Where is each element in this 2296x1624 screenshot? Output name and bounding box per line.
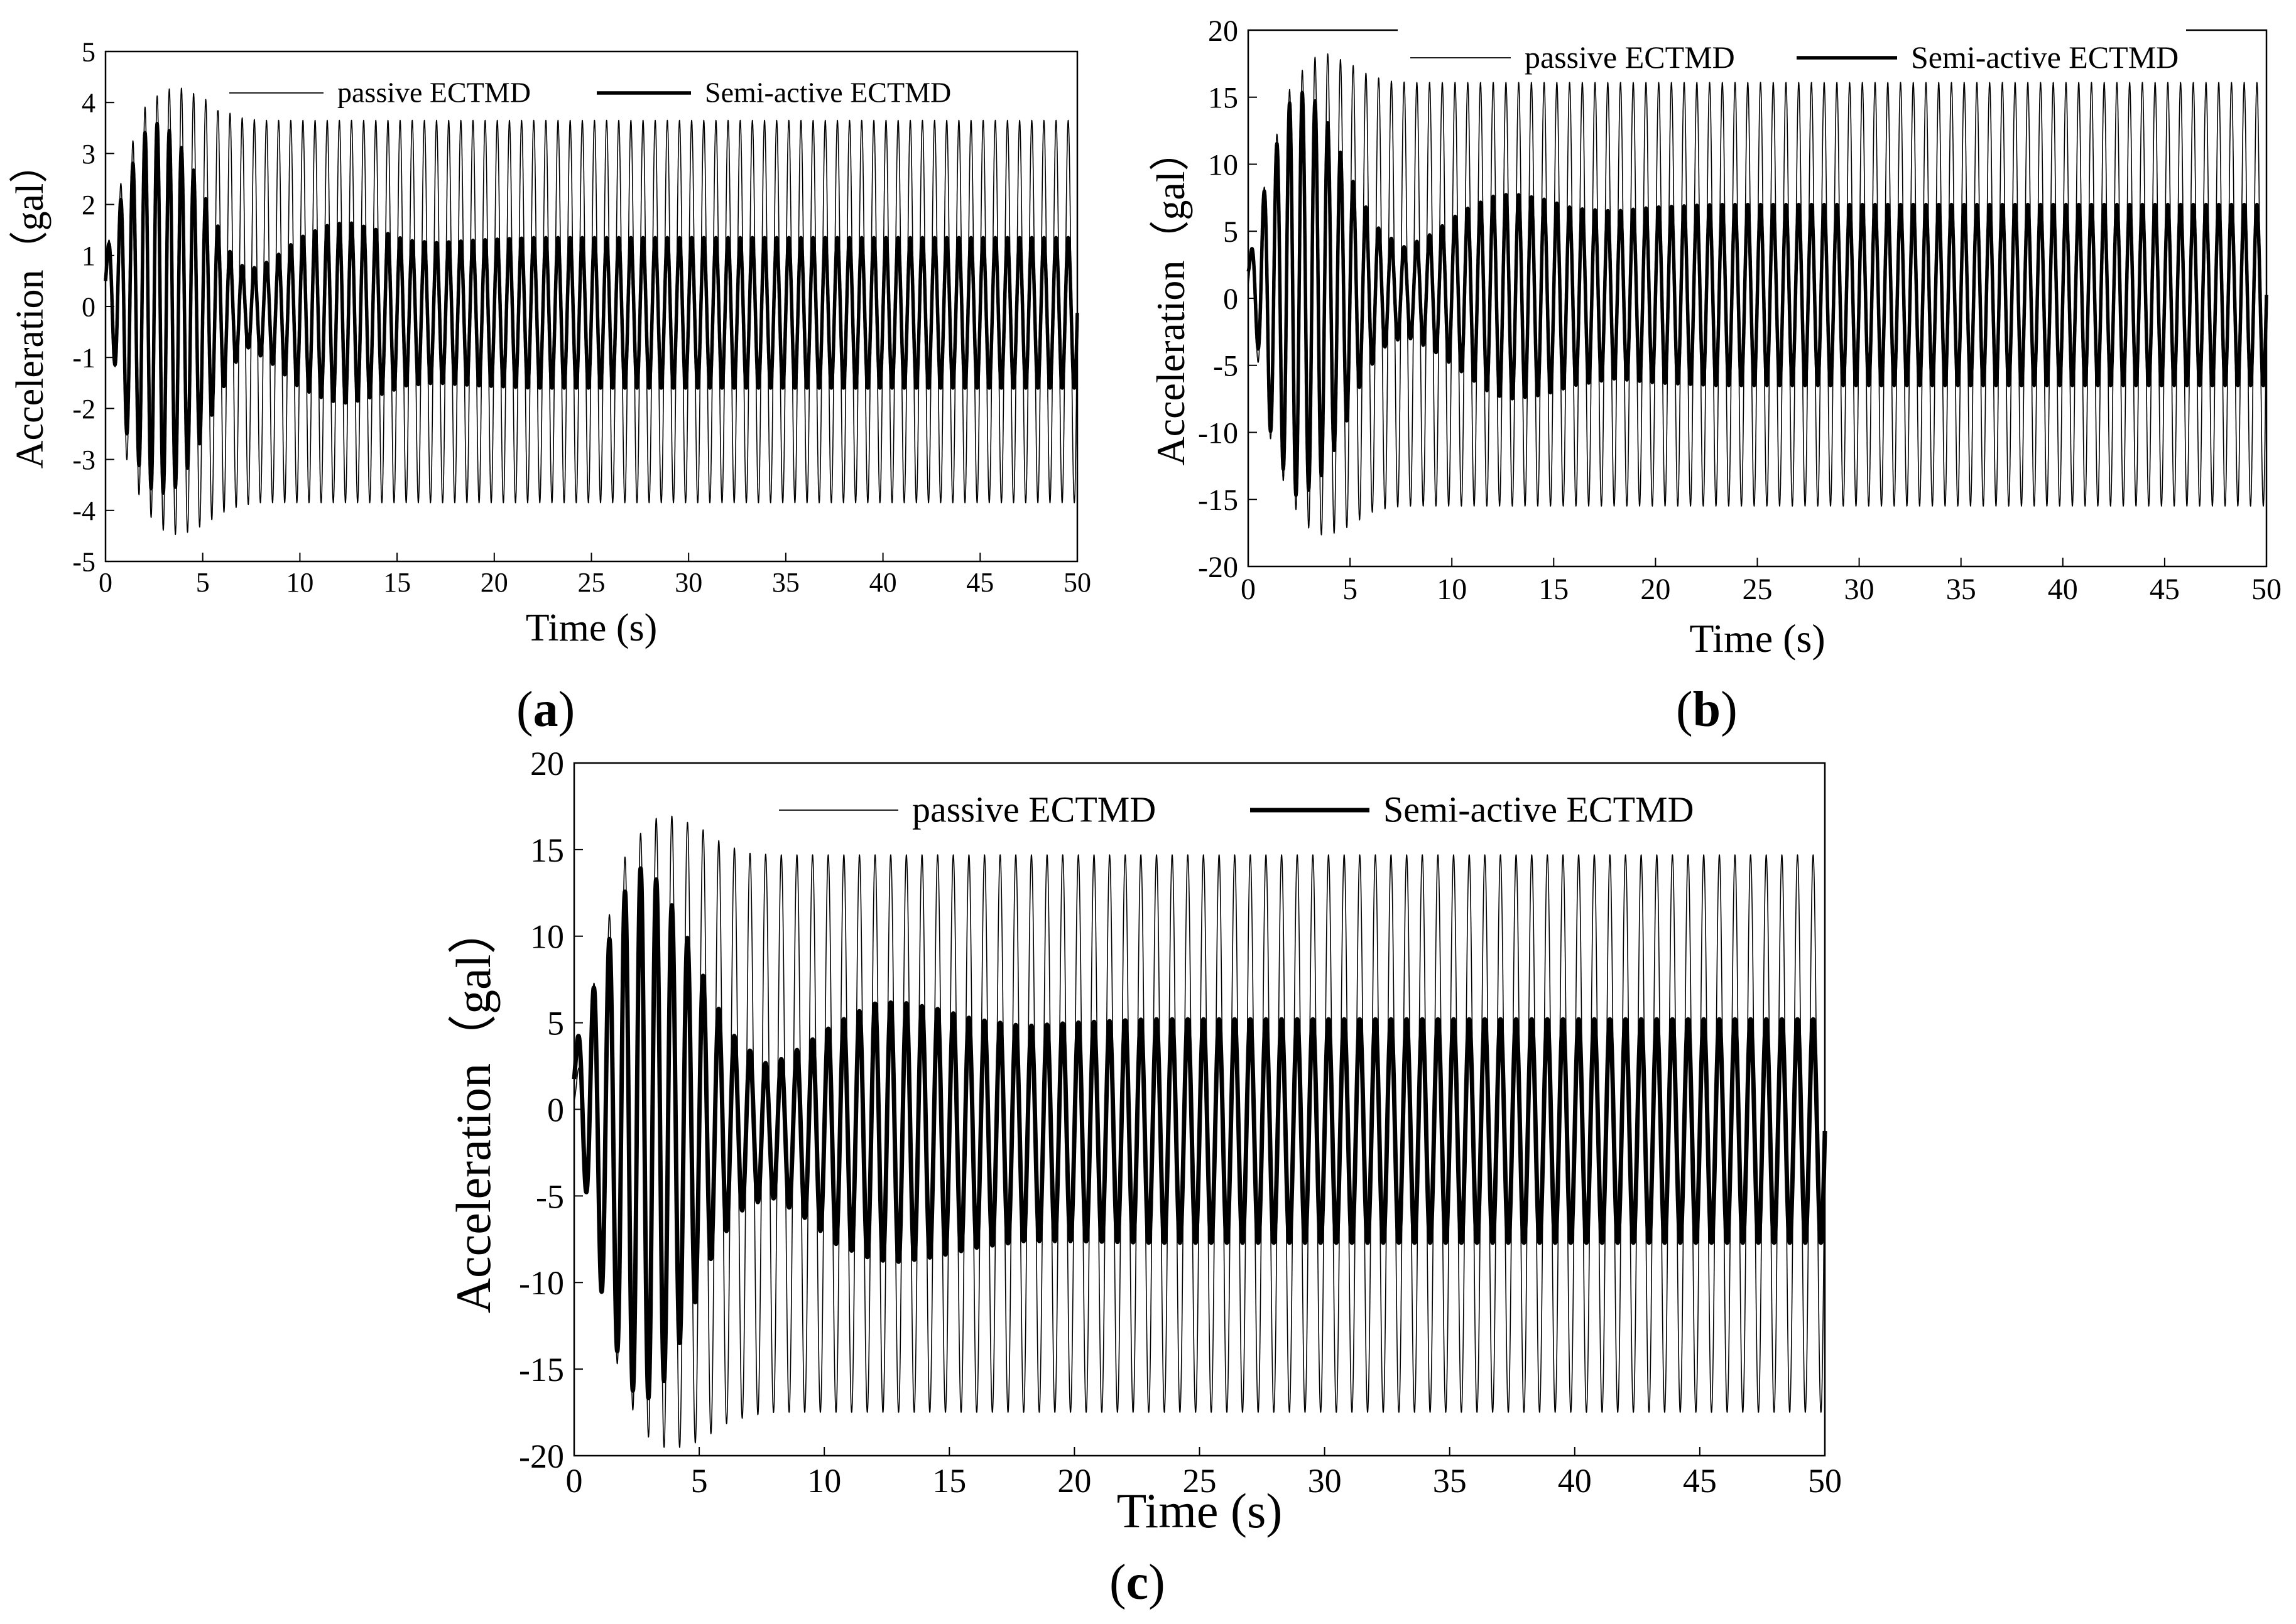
panel-label-c: (c) bbox=[1109, 1555, 1165, 1610]
x-tick-label: 15 bbox=[383, 567, 411, 598]
y-tick-label: 5 bbox=[547, 1005, 564, 1042]
y-tick-label: -5 bbox=[1213, 350, 1238, 383]
legend-background bbox=[217, 64, 957, 111]
x-tick-label: 50 bbox=[1808, 1462, 1842, 1500]
x-tick-label: 25 bbox=[1183, 1462, 1217, 1500]
x-axis-label: Time (s) bbox=[526, 607, 658, 649]
x-tick-label: 45 bbox=[966, 567, 994, 598]
y-tick-label: 5 bbox=[82, 36, 95, 67]
legend-label-passive: passive ECTMD bbox=[912, 789, 1156, 830]
x-tick-label: 45 bbox=[2150, 573, 2180, 606]
y-tick-label: 0 bbox=[82, 291, 95, 322]
y-tick-label: -10 bbox=[519, 1264, 564, 1302]
x-tick-label: 30 bbox=[675, 567, 702, 598]
x-tick-label: 35 bbox=[1946, 573, 1976, 606]
x-tick-label: 0 bbox=[1241, 573, 1256, 606]
y-tick-label: -5 bbox=[536, 1177, 564, 1215]
series-line-semiactive-b bbox=[1246, 90, 2268, 497]
y-tick-label: 2 bbox=[82, 190, 95, 220]
legend-label-passive: passive ECTMD bbox=[337, 77, 531, 109]
x-tick-label: 5 bbox=[1342, 573, 1357, 606]
panel-label-a: (a) bbox=[516, 682, 575, 737]
chart-panel-b: 0 5 10 15 20 25 30 35 40 45 50 -20 -15 -10 -5 0 5 10 15 20 T… bbox=[1148, 14, 2282, 661]
y-tick-label: -15 bbox=[1198, 484, 1238, 517]
x-tick-label: 10 bbox=[286, 567, 313, 598]
y-tick-label: 0 bbox=[547, 1091, 564, 1129]
y-tick-label: -1 bbox=[72, 343, 95, 374]
y-tick-label: -10 bbox=[1198, 416, 1238, 450]
legend-background bbox=[766, 774, 1705, 832]
y-tick-label: -15 bbox=[519, 1351, 564, 1389]
legend-label-semiactive: Semi-active ECTMD bbox=[705, 77, 951, 109]
y-axis-label: Acceleration（gal） bbox=[9, 144, 52, 468]
x-tick-label: 15 bbox=[932, 1462, 966, 1500]
y-tick-label: 1 bbox=[82, 241, 95, 271]
y-tick-label: 0 bbox=[1223, 283, 1238, 316]
x-tick-label: 40 bbox=[869, 567, 897, 598]
x-tick-label: 15 bbox=[1538, 573, 1569, 606]
legend-label-semiactive: Semi-active ECTMD bbox=[1911, 40, 2179, 75]
y-tick-label: -20 bbox=[1198, 551, 1238, 584]
chart-panel-a: 0 5 10 15 20 25 30 35 40 45 50-5-4-3-2-1012345Time… bbox=[9, 36, 1091, 649]
x-tick-label: 45 bbox=[1683, 1462, 1717, 1500]
y-tick-label: -3 bbox=[72, 445, 95, 475]
x-tick-label: 0 bbox=[99, 567, 112, 598]
x-tick-label: 0 bbox=[566, 1462, 583, 1500]
y-tick-label: 10 bbox=[530, 918, 564, 956]
y-tick-label: 15 bbox=[530, 831, 564, 869]
x-tick-label: 5 bbox=[691, 1462, 708, 1500]
x-tick-label: 30 bbox=[1308, 1462, 1342, 1500]
y-tick-label: -2 bbox=[72, 394, 95, 425]
y-tick-label: -5 bbox=[72, 546, 95, 577]
x-tick-label: 10 bbox=[1437, 573, 1467, 606]
x-tick-label: 40 bbox=[2048, 573, 2078, 606]
y-tick-label: 5 bbox=[1223, 215, 1238, 249]
x-tick-label: 10 bbox=[807, 1462, 841, 1500]
y-axis-label: Acceleration（gal） bbox=[1148, 131, 1193, 465]
y-tick-label: -4 bbox=[72, 495, 95, 526]
x-tick-label: 35 bbox=[1433, 1462, 1467, 1500]
legend-label-passive: passive ECTMD bbox=[1525, 40, 1735, 75]
x-tick-label: 50 bbox=[2251, 573, 2282, 606]
x-tick-label: 20 bbox=[481, 567, 508, 598]
x-tick-label: 20 bbox=[1640, 573, 1670, 606]
y-tick-label: 20 bbox=[530, 745, 564, 782]
y-tick-label: 20 bbox=[1208, 14, 1238, 48]
x-tick-label: 30 bbox=[1844, 573, 1874, 606]
panel-label-b: (b) bbox=[1676, 682, 1738, 737]
x-tick-label: 20 bbox=[1057, 1462, 1091, 1500]
x-tick-label: 25 bbox=[1743, 573, 1773, 606]
y-tick-label: 10 bbox=[1208, 148, 1238, 181]
x-axis-label: Time (s) bbox=[1117, 1483, 1283, 1538]
x-axis-label: Time (s) bbox=[1689, 616, 1825, 661]
chart-panel-c: 0 5 10 15 20 25 30 35 40 45 50 -20 -15 -10 -5 0 5 10 15 20 T… bbox=[446, 745, 1842, 1538]
y-tick-label: 3 bbox=[82, 139, 95, 170]
x-tick-label: 25 bbox=[578, 567, 606, 598]
x-tick-label: 40 bbox=[1558, 1462, 1592, 1500]
x-tick-label: 5 bbox=[196, 567, 210, 598]
x-tick-label: 50 bbox=[1064, 567, 1091, 598]
x-tick-label: 35 bbox=[772, 567, 800, 598]
legend-label-semiactive: Semi-active ECTMD bbox=[1383, 789, 1694, 830]
series-line-semiactive-c bbox=[572, 866, 1827, 1400]
legend-background bbox=[1398, 26, 2186, 77]
series-line-semiactive-a bbox=[104, 121, 1079, 495]
y-axis-label: Acceleration（gal） bbox=[446, 906, 501, 1314]
y-tick-label: 4 bbox=[82, 88, 95, 119]
y-tick-label: 15 bbox=[1208, 82, 1238, 115]
y-tick-label: -20 bbox=[519, 1437, 564, 1475]
